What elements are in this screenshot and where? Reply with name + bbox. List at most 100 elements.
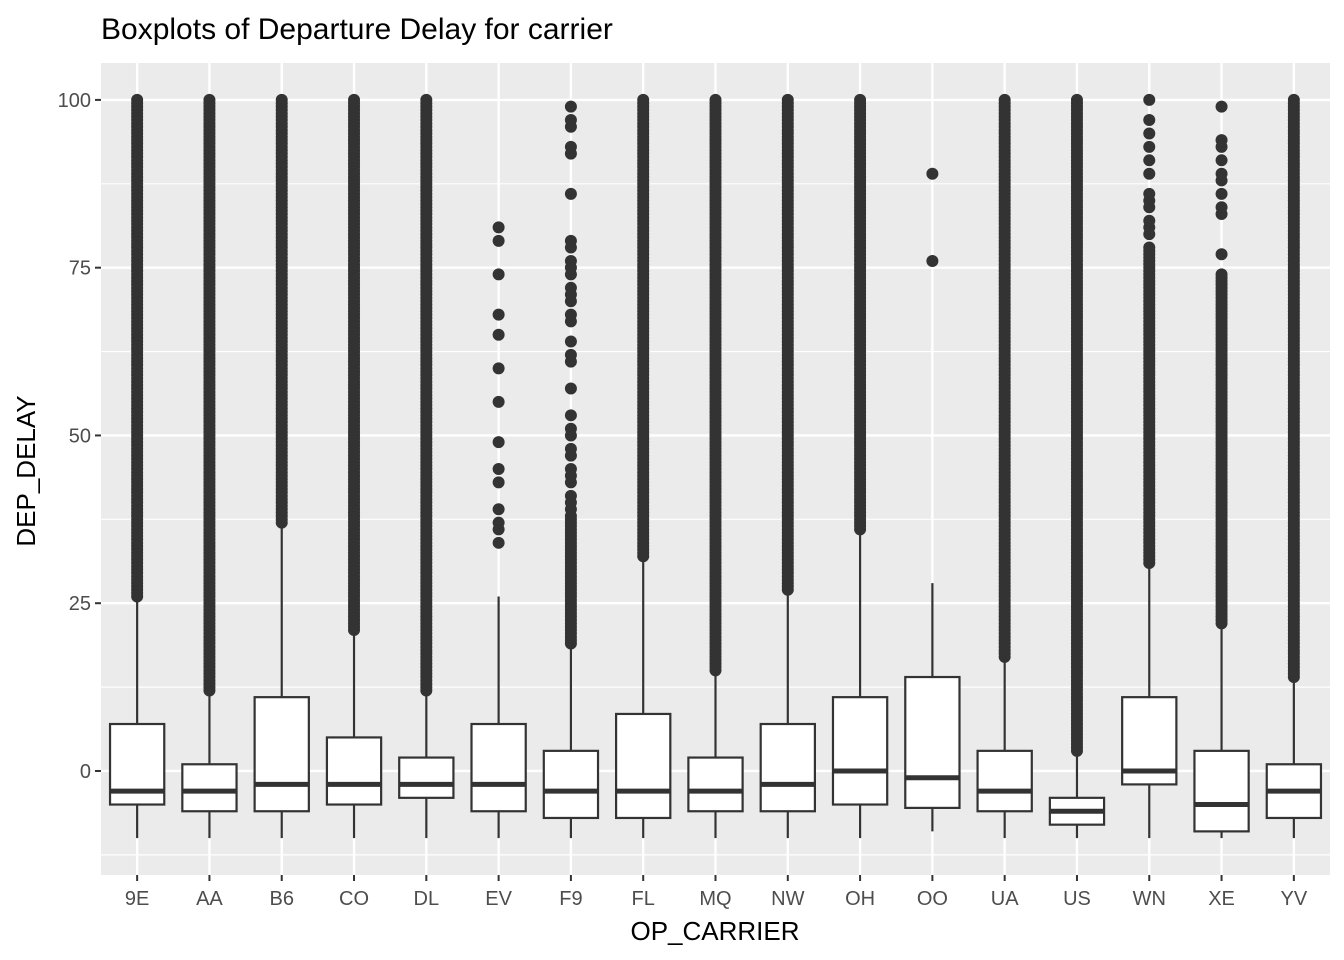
outlier-point: [564, 281, 577, 294]
x-tick-label: DL: [414, 888, 440, 910]
outlier-point: [1215, 154, 1228, 167]
x-tick-label: XE: [1208, 888, 1235, 910]
outlier-point: [564, 442, 577, 455]
box-UA: [976, 93, 1033, 839]
outlier-point: [564, 140, 577, 153]
outlier-point: [564, 308, 577, 321]
box-WN: [1121, 93, 1178, 839]
outlier-point: [564, 234, 577, 247]
box-DL: [398, 93, 455, 839]
x-tick-label: WN: [1133, 888, 1166, 910]
outlier-point: [1070, 93, 1083, 106]
outlier-point: [492, 395, 505, 408]
outlier-point: [564, 348, 577, 361]
x-tick-label: CO: [339, 888, 369, 910]
x-axis-title: OP_CARRIER: [630, 916, 799, 946]
x-tick-label: UA: [991, 888, 1019, 910]
x-axis: 9E AA B6 CO DL EV F9 FL MQ NW OH OO UA US WN XE YV: [125, 875, 1308, 910]
outlier-point: [854, 93, 867, 106]
iqr-box: [831, 696, 889, 806]
outlier-point: [492, 268, 505, 281]
box-US: [1048, 93, 1106, 839]
box-MQ: [687, 93, 744, 839]
x-tick-label: NW: [771, 888, 804, 910]
outlier-point: [564, 100, 577, 113]
box-F9: [542, 100, 600, 839]
outlier-point: [492, 234, 505, 247]
outlier-point: [492, 536, 505, 549]
outlier-point: [492, 476, 505, 489]
x-tick-label: MQ: [699, 888, 731, 910]
outlier-point: [492, 503, 505, 516]
outlier-point: [1143, 114, 1156, 127]
outlier-point: [998, 93, 1011, 106]
outlier-point: [564, 114, 577, 127]
box-OO: [904, 167, 961, 832]
outlier-point: [1143, 93, 1156, 106]
outlier-point: [1215, 100, 1228, 113]
outlier-point: [1215, 201, 1228, 214]
x-tick-label: F9: [559, 888, 582, 910]
outlier-point: [492, 328, 505, 341]
box-9E: [108, 93, 166, 839]
x-tick-label: US: [1063, 888, 1091, 910]
box-YV: [1265, 93, 1323, 839]
outlier-point: [1287, 93, 1300, 106]
y-tick-label: 0: [80, 761, 91, 783]
outlier-point: [131, 93, 144, 106]
outlier-point: [492, 463, 505, 475]
outlier-point: [564, 463, 577, 475]
outlier-point: [637, 93, 650, 106]
outlier-point: [564, 489, 577, 502]
box-EV: [470, 221, 527, 839]
box-OH: [831, 93, 889, 839]
outlier-point: [1143, 154, 1156, 167]
outlier-point: [492, 362, 505, 375]
iqr-box: [181, 763, 238, 813]
outlier-point: [203, 93, 216, 106]
y-tick-label: 75: [69, 258, 91, 280]
box-AA: [181, 93, 238, 839]
outlier-point: [564, 187, 577, 200]
x-tick-label: AA: [196, 888, 223, 910]
iqr-box: [976, 749, 1033, 813]
iqr-box: [614, 712, 672, 820]
outlier-point: [709, 93, 722, 106]
outlier-point: [420, 93, 433, 106]
outlier-point: [1143, 241, 1156, 254]
y-tick-label: 50: [69, 425, 91, 447]
box-CO: [325, 93, 383, 839]
outlier-point: [275, 93, 288, 106]
y-axis: 0 25 50 75 100: [58, 90, 101, 783]
outlier-point: [1215, 268, 1228, 281]
iqr-box: [325, 736, 383, 806]
outlier-point: [1143, 187, 1156, 200]
y-tick-label: 25: [69, 593, 91, 615]
outlier-point: [1143, 214, 1156, 227]
y-axis-title: DEP_DELAY: [11, 395, 41, 546]
outlier-point: [781, 93, 794, 106]
outlier-point: [492, 308, 505, 321]
outlier-point: [492, 221, 505, 234]
iqr-box: [470, 722, 527, 813]
box-B6: [253, 93, 310, 839]
x-tick-label: OO: [917, 888, 948, 910]
chart-title: Boxplots of Departure Delay for carrier: [101, 13, 613, 46]
outlier-point: [1143, 167, 1156, 180]
x-tick-label: OH: [845, 888, 875, 910]
outlier-point: [1215, 167, 1228, 180]
outlier-point: [1215, 187, 1228, 200]
box-FL: [614, 93, 672, 839]
iqr-box: [687, 756, 744, 813]
outlier-point: [1215, 134, 1228, 147]
outlier-point: [564, 422, 577, 435]
outlier-point: [926, 254, 939, 267]
outlier-point: [1143, 140, 1156, 153]
outlier-point: [348, 93, 361, 106]
outlier-point: [564, 382, 577, 395]
y-tick-label: 100: [58, 90, 91, 112]
outlier-point: [926, 167, 939, 180]
x-tick-label: FL: [632, 888, 655, 910]
outlier-point: [1143, 127, 1156, 140]
